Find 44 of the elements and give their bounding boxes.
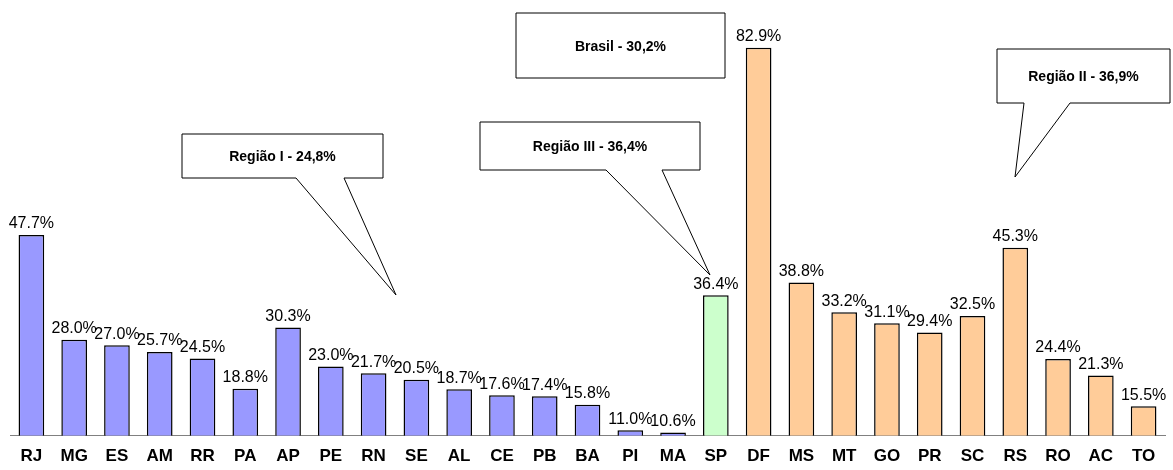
x-tick-label: ES xyxy=(105,446,129,466)
x-tick-label: RJ xyxy=(20,446,43,466)
x-tick-label: MA xyxy=(659,446,687,466)
x-tick-label: MS xyxy=(788,446,815,466)
x-tick-label: SP xyxy=(704,446,728,466)
data-label: 47.7% xyxy=(8,214,55,232)
x-tick-label: SE xyxy=(405,446,428,466)
annotation: Região I - 24,8% xyxy=(228,147,337,166)
x-tick-label: BA xyxy=(575,446,600,466)
annotation: Região III - 36,4% xyxy=(531,137,649,156)
x-tick-label: AC xyxy=(1088,446,1114,466)
x-tick-label: PA xyxy=(234,446,257,466)
x-tick-label: AL xyxy=(447,446,471,466)
x-tick-label: DF xyxy=(747,446,770,466)
data-label: 45.3% xyxy=(992,227,1038,245)
annotation: Região II - 36,9% xyxy=(1027,67,1140,86)
x-tick-label: PR xyxy=(917,446,942,466)
x-tick-label: MT xyxy=(831,446,858,466)
data-label: 30.3% xyxy=(265,307,311,325)
x-tick-label: PI xyxy=(622,446,639,466)
data-label: 38.8% xyxy=(778,261,825,279)
data-label: 21.3% xyxy=(1078,354,1124,372)
x-tick-label: PE xyxy=(319,446,343,466)
x-tick-label: RN xyxy=(361,446,386,466)
x-tick-label: PB xyxy=(532,446,557,466)
data-label: 36.4% xyxy=(693,274,739,292)
data-label: 15.5% xyxy=(1120,385,1167,403)
data-label: 82.9% xyxy=(735,27,782,45)
x-tick-label: SC xyxy=(960,446,985,466)
x-tick-label: CE xyxy=(490,446,514,466)
x-tick-label: RR xyxy=(190,446,215,466)
x-tick-label: GO xyxy=(873,446,901,466)
x-tick-label: MG xyxy=(60,446,88,466)
data-label: 24.4% xyxy=(1035,338,1081,356)
x-tick-label: AM xyxy=(146,446,173,466)
x-tick-label: RO xyxy=(1045,446,1071,466)
x-tick-label: TO xyxy=(1131,446,1156,466)
data-label: 28.0% xyxy=(51,319,97,337)
x-tick-label: RS xyxy=(1003,446,1028,466)
data-label: 32.5% xyxy=(949,295,996,313)
x-tick-label: AP xyxy=(276,446,300,466)
data-label: 27.0% xyxy=(94,324,140,342)
data-label: 10.6% xyxy=(650,411,696,429)
data-label: 18.8% xyxy=(222,368,268,386)
